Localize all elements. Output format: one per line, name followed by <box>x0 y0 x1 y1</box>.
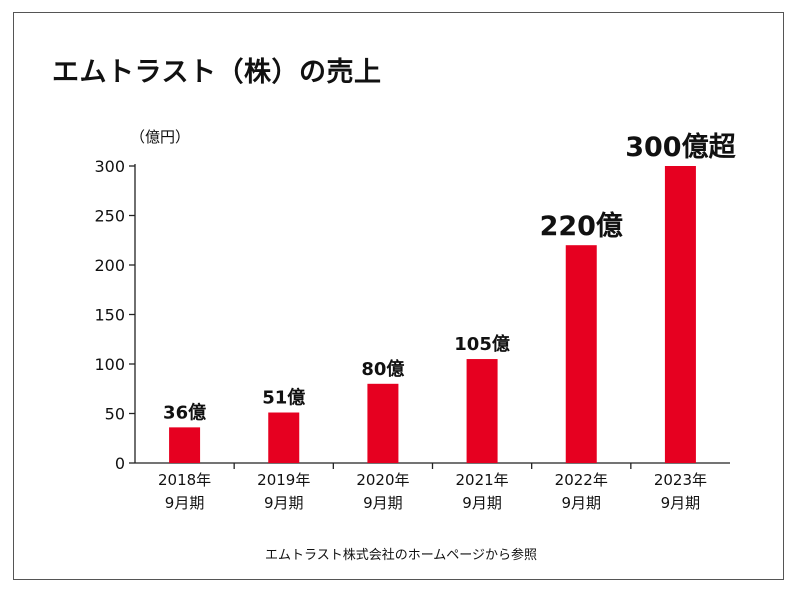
x-tick-label: 9月期 <box>462 494 502 512</box>
y-tick-label: 250 <box>94 207 125 226</box>
y-tick-label: 150 <box>94 306 125 325</box>
bar <box>169 427 201 463</box>
data-label: 36億 <box>163 401 206 423</box>
source-note: エムトラスト株式会社のホームページから参照 <box>264 548 538 563</box>
y-tick-label: 50 <box>105 405 125 424</box>
chart-title: エムトラスト（株）の売上 <box>52 57 382 88</box>
bar <box>268 412 300 463</box>
bar <box>565 245 597 463</box>
x-tick-label: 2020年 <box>356 471 409 489</box>
x-tick-label: 2019年 <box>257 471 310 489</box>
data-label: 300億超 <box>625 132 736 163</box>
bar <box>466 359 498 463</box>
data-labels: 36億 51億 80億 105億 220億 300億超 <box>163 132 737 423</box>
x-tick-label: 2022年 <box>555 471 608 489</box>
y-axis-unit-label: （億円） <box>130 128 191 146</box>
y-tick-label: 0 <box>115 454 125 473</box>
y-axis: 0 50 100 150 200 250 300 <box>94 157 136 473</box>
y-tick-label: 200 <box>94 256 125 275</box>
chart-frame <box>13 12 784 580</box>
bar <box>664 166 696 463</box>
x-tick-label: 9月期 <box>264 494 304 512</box>
x-tick-label: 9月期 <box>363 494 403 512</box>
data-label: 220億 <box>540 211 623 242</box>
x-tick-label: 2023年 <box>654 471 707 489</box>
y-tick-label: 300 <box>94 157 125 176</box>
data-label: 105億 <box>454 333 510 355</box>
data-label: 51億 <box>262 387 305 409</box>
x-tick-label: 9月期 <box>561 494 601 512</box>
x-tick-label: 2018年 <box>158 471 211 489</box>
y-tick-label: 100 <box>94 355 125 374</box>
bars <box>169 166 696 463</box>
data-label: 80億 <box>361 358 404 380</box>
bar <box>367 383 399 463</box>
x-tick-label: 9月期 <box>661 494 701 512</box>
x-tick-label: 2021年 <box>455 471 508 489</box>
x-axis: 2018年 9月期 2019年 9月期 2020年 9月期 2021年 9月期 2022年 9月期… <box>135 462 730 512</box>
x-tick-label: 9月期 <box>165 494 205 512</box>
